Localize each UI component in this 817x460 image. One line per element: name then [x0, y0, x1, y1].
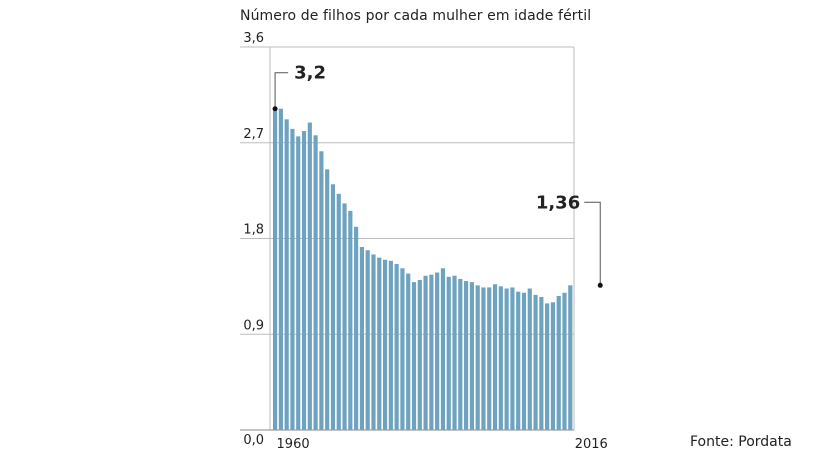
- bar: [504, 288, 509, 430]
- bar: [284, 119, 289, 430]
- bar: [348, 210, 353, 430]
- bar: [354, 226, 359, 430]
- bar: [568, 285, 573, 430]
- callout-dot: [597, 282, 603, 288]
- bar: [458, 278, 463, 430]
- y-tick-label: 0,9: [243, 318, 264, 333]
- bar: [273, 108, 278, 431]
- bar: [371, 254, 376, 430]
- bar: [521, 292, 527, 430]
- bar: [481, 287, 486, 430]
- chart-source: Fonte: Pordata: [690, 434, 792, 450]
- bar: [330, 184, 336, 430]
- callout-dot: [272, 106, 278, 112]
- bar: [411, 282, 417, 430]
- bar: [336, 193, 341, 430]
- x-tick-label: 1960: [277, 437, 310, 452]
- bar: [556, 295, 561, 430]
- bar: [301, 131, 307, 431]
- bar: [423, 275, 428, 430]
- bar: [417, 279, 422, 430]
- bar: [429, 274, 434, 430]
- bar: [527, 288, 532, 430]
- callout-leader: [274, 72, 289, 109]
- bar: [487, 287, 492, 430]
- bar: [533, 294, 538, 430]
- bar: [475, 285, 480, 430]
- bar: [516, 291, 521, 430]
- bar: [388, 260, 393, 430]
- bar: [545, 303, 550, 430]
- bar: [400, 268, 405, 430]
- y-tick-label: 0,0: [243, 433, 264, 448]
- bar: [382, 259, 388, 430]
- bar: [492, 284, 498, 430]
- bar: [278, 108, 283, 431]
- bar: [469, 282, 474, 430]
- y-tick-label: 2,7: [243, 127, 264, 142]
- bar: [539, 297, 544, 430]
- bar: [290, 128, 295, 431]
- bar: [550, 302, 556, 430]
- bar: [377, 257, 382, 430]
- axis-layer: 0,0 0,9 1,8 2,7 3,6 1960 2016: [243, 31, 607, 452]
- bar: [406, 273, 411, 430]
- bar: [464, 281, 469, 430]
- bar: [365, 250, 370, 430]
- bar: [394, 264, 399, 430]
- bar: [440, 268, 446, 430]
- y-tick-label: 3,6: [243, 31, 264, 46]
- x-tick-label: 2016: [575, 437, 608, 452]
- bar: [498, 286, 503, 431]
- bar: [435, 272, 440, 430]
- bar: [342, 203, 347, 430]
- callout-label: 3,2: [294, 63, 326, 84]
- bar: [319, 151, 324, 430]
- y-tick-label: 1,8: [243, 223, 264, 238]
- bar: [296, 136, 301, 430]
- bar: [452, 275, 457, 430]
- bar: [325, 169, 330, 430]
- bar: [562, 292, 567, 430]
- bar-layer: [273, 108, 573, 431]
- bar: [446, 276, 451, 430]
- callout-leader: [584, 201, 601, 286]
- bar: [307, 122, 312, 430]
- callout-label: 1,36: [536, 192, 580, 213]
- bar: [510, 287, 515, 430]
- chart-title: Número de filhos por cada mulher em idad…: [240, 8, 592, 24]
- bar: [359, 247, 364, 430]
- bar: [313, 135, 318, 431]
- annotation-layer: 3,2 1,36: [272, 63, 603, 288]
